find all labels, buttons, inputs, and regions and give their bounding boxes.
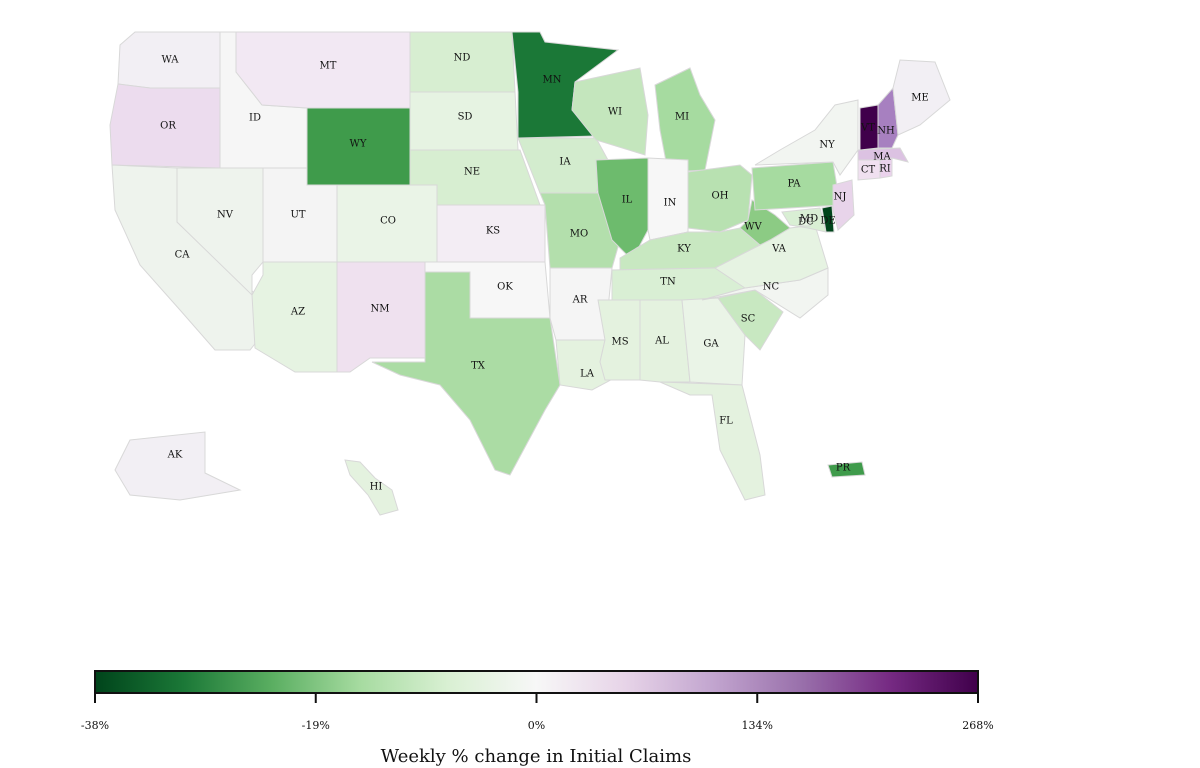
state-label-tn: TN	[660, 277, 676, 288]
state-ny	[754, 99, 859, 176]
state-label-ri: RI	[879, 164, 891, 175]
state-wi	[571, 67, 649, 156]
state-label-wy: WY	[350, 139, 367, 150]
state-label-fl: FL	[719, 416, 733, 427]
state-label-ga: GA	[703, 339, 719, 350]
state-label-wv: WV	[744, 222, 762, 233]
state-label-ct: CT	[861, 165, 876, 176]
state-ma	[857, 147, 910, 163]
state-tx	[371, 271, 561, 476]
state-label-az: AZ	[290, 307, 305, 318]
state-label-il: IL	[622, 195, 633, 206]
state-label-in: IN	[664, 198, 677, 209]
state-label-pr: PR	[836, 463, 851, 474]
state-label-mi: MI	[675, 112, 689, 123]
state-label-de: DE	[820, 216, 835, 227]
state-label-sc: SC	[741, 314, 756, 325]
state-wv	[739, 199, 791, 246]
state-label-al: AL	[654, 336, 669, 347]
state-de	[821, 205, 835, 233]
colorbar-tick-label: 134%	[742, 719, 773, 732]
state-label-dc: DC	[798, 217, 814, 228]
state-label-ks: KS	[486, 226, 500, 237]
state-fl	[659, 381, 766, 501]
state-label-nh: NH	[877, 126, 895, 137]
states-layer	[109, 31, 951, 516]
state-label-la: LA	[580, 369, 595, 380]
colorbar: -38% -19% 0% 134% 268% Weekly % change in In…	[81, 670, 994, 767]
state-label-nv: NV	[217, 210, 234, 221]
state-label-mt: MT	[320, 61, 337, 72]
state-label-ny: NY	[819, 140, 835, 151]
state-label-ma: MA	[873, 152, 891, 163]
state-pr	[827, 461, 866, 478]
state-me	[892, 59, 951, 136]
state-label-ms: MS	[611, 337, 628, 348]
state-nm	[336, 261, 426, 373]
state-label-ca: CA	[175, 250, 191, 261]
state-label-ky: KY	[677, 244, 691, 255]
state-label-nd: ND	[454, 53, 471, 64]
colorbar-ticks: -38% -19% 0% 134% 268%	[81, 693, 994, 732]
state-label-nm: NM	[371, 304, 390, 315]
state-label-pa: PA	[787, 179, 801, 190]
state-label-me: ME	[911, 93, 929, 104]
state-label-ne: NE	[464, 167, 480, 178]
state-label-ia: IA	[559, 157, 571, 168]
state-nh	[877, 86, 899, 149]
state-dc	[799, 217, 811, 227]
state-nj	[832, 179, 855, 231]
state-hi	[344, 459, 399, 516]
state-label-vt: VT	[860, 123, 875, 134]
state-labels: WA OR CA ID NV MT WY UT AZ CO NM ND SD NE KS OK TX MN IA MO…	[160, 53, 929, 493]
colorbar-title: Weekly % change in Initial Claims	[381, 746, 692, 767]
state-label-ok: OK	[497, 282, 513, 293]
state-label-sd: SD	[458, 112, 473, 123]
state-label-nc: NC	[763, 282, 780, 293]
state-label-va: VA	[771, 244, 787, 255]
state-label-or: OR	[160, 121, 176, 132]
state-label-md: MD	[800, 214, 818, 225]
colorbar-gradient	[94, 670, 979, 694]
state-label-ut: UT	[290, 210, 305, 221]
state-label-mn: MN	[543, 75, 562, 86]
state-label-hi: HI	[370, 482, 383, 493]
colorbar-tick-label: 268%	[962, 719, 993, 732]
state-label-mo: MO	[570, 229, 588, 240]
state-label-wi: WI	[608, 107, 622, 118]
state-label-co: CO	[380, 216, 396, 227]
state-label-id: ID	[249, 113, 261, 124]
state-mi	[654, 67, 716, 173]
state-label-ar: AR	[572, 295, 588, 306]
state-label-wa: WA	[161, 55, 179, 66]
state-label-ak: AK	[167, 450, 183, 461]
state-label-oh: OH	[712, 191, 729, 202]
state-al	[639, 299, 691, 383]
state-label-tx: TX	[471, 361, 486, 372]
state-ak	[114, 431, 242, 501]
colorbar-tick-label: 0%	[528, 719, 545, 732]
colorbar-tick-label: -19%	[302, 719, 330, 732]
state-label-nj: NJ	[834, 192, 847, 203]
colorbar-tick-label: -38%	[81, 719, 109, 732]
